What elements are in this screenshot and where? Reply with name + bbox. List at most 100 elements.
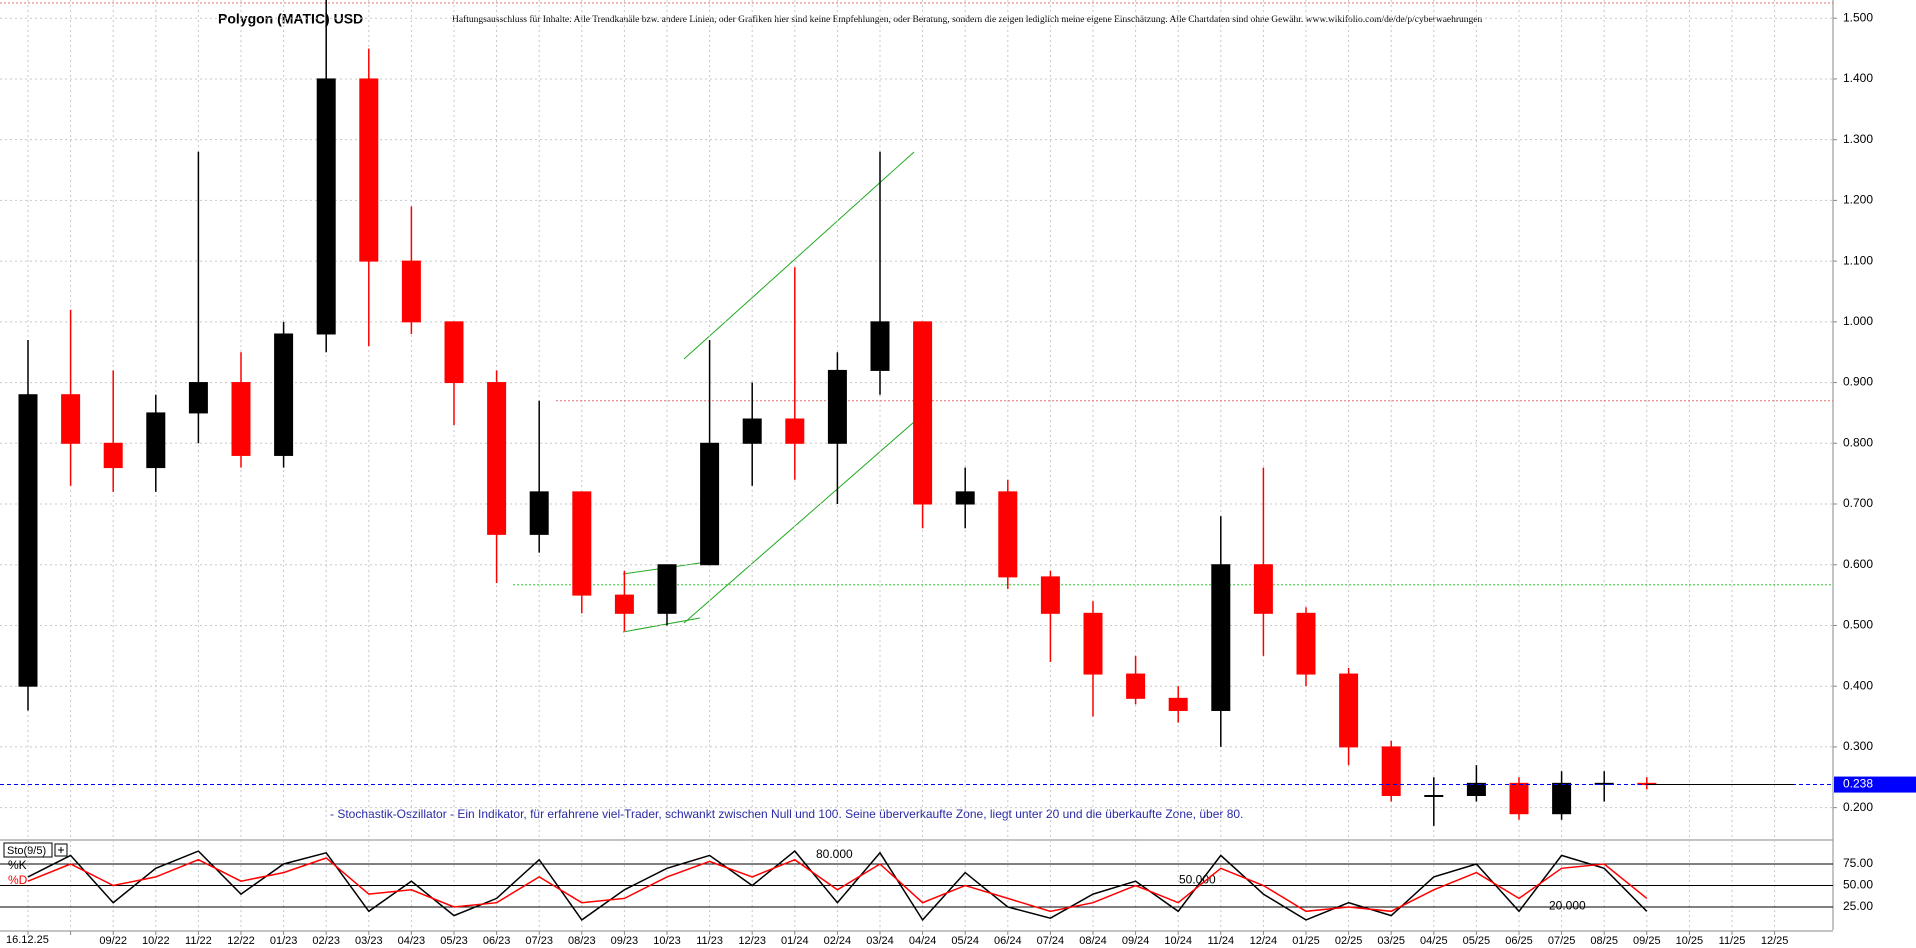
- y-tick-label: 0.700: [1843, 496, 1873, 510]
- level-label: 20.000: [1549, 898, 1586, 912]
- candle-body: [359, 78, 379, 262]
- candle-body: [827, 369, 847, 444]
- candle-body: [1211, 564, 1231, 711]
- candle-body: [401, 260, 421, 323]
- y-tick-label: 0.900: [1843, 375, 1873, 389]
- candle-body: [487, 382, 507, 535]
- x-tick-label: 02/23: [312, 935, 340, 947]
- x-tick-label: 09/22: [99, 935, 127, 947]
- candle-body: [657, 564, 677, 614]
- stochastic-line: [27, 857, 1648, 913]
- candle-body: [316, 78, 336, 335]
- candle-body: [1381, 746, 1401, 796]
- candle-body: [1296, 612, 1316, 675]
- x-tick-label: 12/22: [227, 935, 255, 947]
- x-tick-label: 03/25: [1377, 935, 1405, 947]
- candle-body: [103, 442, 123, 469]
- candle-body: [700, 442, 720, 566]
- x-tick-label: 10/23: [653, 935, 681, 947]
- x-tick-label: 11/24: [1207, 935, 1234, 947]
- y-tick-label: 50.00: [1843, 878, 1873, 892]
- x-tick-label: 10/24: [1164, 935, 1192, 947]
- x-tick-label: 09/23: [611, 935, 639, 947]
- trend-line: [683, 421, 915, 624]
- candle-body: [444, 321, 464, 384]
- y-tick-label: 25.00: [1843, 899, 1873, 913]
- y-tick-label: 1.000: [1843, 314, 1873, 328]
- candle-body: [870, 321, 890, 371]
- x-tick-label: 01/24: [781, 935, 809, 947]
- x-tick-label: 12/24: [1250, 935, 1278, 947]
- candle-body: [1126, 673, 1146, 699]
- y-tick-label: 75.00: [1843, 856, 1873, 870]
- date-label: 16.12.25: [6, 934, 49, 946]
- price-marker: [1834, 776, 1916, 793]
- disclaimer: Haftungsausschluss für Inhalte: Alle Tre…: [452, 14, 1483, 25]
- y-tick-label: 0.400: [1843, 678, 1873, 692]
- expand-icon: [58, 847, 64, 853]
- x-tick-label: 08/25: [1590, 935, 1618, 947]
- y-tick-label: 1.100: [1843, 253, 1873, 267]
- candle-body: [1083, 612, 1103, 675]
- y-tick-label: 0.800: [1843, 435, 1873, 449]
- y-tick-label: 0.600: [1843, 557, 1873, 571]
- legend-label: %K: [8, 858, 27, 872]
- candle-body: [614, 594, 634, 614]
- x-tick-label: 07/25: [1548, 935, 1576, 947]
- candle-body: [146, 412, 166, 469]
- candle-body: [274, 333, 294, 456]
- x-tick-label: 05/23: [440, 935, 468, 947]
- candle-body: [18, 394, 38, 687]
- x-tick-label: 06/25: [1505, 935, 1533, 947]
- x-tick-label: 01/23: [270, 935, 298, 947]
- y-tick-label: 0.200: [1843, 800, 1873, 814]
- indicator-note: - Stochastik-Oszillator - Ein Indikator,…: [330, 807, 1243, 821]
- y-tick-label: 1.200: [1843, 193, 1873, 207]
- x-tick-label: 12/23: [738, 935, 766, 947]
- x-tick-label: 04/23: [398, 935, 426, 947]
- candle-body: [231, 382, 251, 456]
- level-label: 50.000: [1179, 873, 1216, 887]
- y-tick-label: 1.400: [1843, 71, 1873, 85]
- x-tick-label: 04/24: [909, 935, 937, 947]
- candle-body: [1424, 794, 1444, 797]
- y-tick-label: 0.300: [1843, 739, 1873, 753]
- x-tick-label: 09/25: [1633, 935, 1661, 947]
- x-tick-label: 12/25: [1761, 935, 1789, 947]
- stochastic-line: [27, 850, 1648, 922]
- x-tick-label: 08/24: [1079, 935, 1107, 947]
- x-tick-label: 01/25: [1292, 935, 1320, 947]
- candle-body: [1253, 564, 1273, 614]
- candle-body: [572, 491, 592, 596]
- y-tick-label: 1.300: [1843, 132, 1873, 146]
- candle-body: [998, 491, 1018, 578]
- y-tick-label: 1.500: [1843, 10, 1873, 24]
- candle-body: [1040, 576, 1060, 614]
- candle-body: [742, 418, 762, 444]
- trend-line: [683, 151, 915, 360]
- candle-body: [529, 491, 549, 535]
- x-tick-label: 05/25: [1463, 935, 1491, 947]
- x-tick-label: 09/24: [1122, 935, 1150, 947]
- price-marker-label: 0.238: [1843, 777, 1873, 791]
- x-tick-label: 06/24: [994, 935, 1022, 947]
- x-tick-label: 04/25: [1420, 935, 1448, 947]
- level-label: 80.000: [816, 847, 853, 861]
- x-tick-label: 05/24: [951, 935, 979, 947]
- x-tick-label: 07/24: [1037, 935, 1065, 947]
- x-tick-label: 11/25: [1719, 935, 1746, 947]
- x-tick-label: 03/24: [866, 935, 894, 947]
- candle-body: [1466, 782, 1486, 796]
- x-tick-label: 11/23: [696, 935, 723, 947]
- candle-body: [785, 418, 805, 444]
- candle-body: [1552, 782, 1572, 815]
- candle-body: [188, 382, 208, 414]
- x-tick-label: 03/23: [355, 935, 383, 947]
- legend-label: %D: [8, 873, 28, 887]
- x-tick-label: 11/22: [185, 935, 212, 947]
- x-tick-label: 06/23: [483, 935, 511, 947]
- x-tick-label: 10/22: [142, 935, 170, 947]
